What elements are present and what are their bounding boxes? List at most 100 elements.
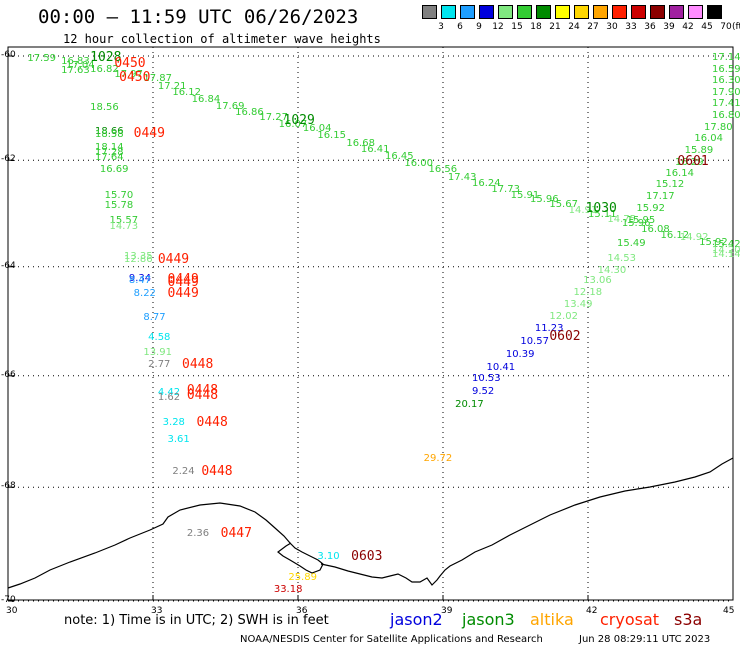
pass-time-label: 0449	[167, 274, 199, 290]
swh-reading: 16.30	[712, 75, 740, 87]
swh-reading: 29.72	[423, 453, 453, 465]
swh-reading: 17.04	[66, 60, 95, 72]
swh-reading: 12.86	[124, 254, 153, 266]
swh-reading: 17.73	[491, 183, 520, 195]
pass-time-label: 0449	[167, 272, 199, 288]
footer-timestamp: Jun 28 08:29:11 UTC 2023	[579, 634, 711, 645]
axis-ticks	[7, 55, 734, 602]
legend-swatch	[631, 5, 646, 19]
swh-reading: 4.58	[148, 332, 171, 344]
swh-reading: 16.86	[235, 107, 264, 118]
swh-reading: 2.24	[172, 466, 195, 478]
swh-reading: 15.91	[510, 189, 540, 201]
legend-swatch	[669, 5, 684, 19]
swh-reading: 14.73	[109, 220, 139, 232]
swh-reading: 18.58	[95, 129, 124, 141]
swh-reading: 9.52	[472, 386, 495, 398]
swh-reading: 17.63	[61, 65, 90, 77]
satellite-s3a: s3a	[674, 610, 703, 629]
swh-reading: 10.39	[505, 348, 535, 360]
footer-credit: NOAA/NESDIS Center for Satellite Applica…	[240, 634, 543, 645]
swh-reading: 10.57	[520, 335, 549, 347]
swh-reading: 18.14	[95, 141, 124, 153]
swh-reading: 2.36	[186, 528, 210, 540]
swh-reading: 15.96	[621, 217, 651, 229]
swh-reading: 3.28	[162, 416, 185, 428]
pass-time-label: 0603	[351, 549, 383, 565]
pass-time-label: 0449	[167, 286, 199, 302]
swh-reading: 18.56	[90, 101, 119, 113]
pass-time-label: 0448	[196, 414, 228, 430]
swh-reading: 14.92	[679, 232, 709, 244]
swh-reading: 11.23	[534, 323, 564, 335]
lon-label: 30	[6, 606, 18, 616]
pass-time-label: 0449	[133, 125, 165, 141]
swh-reading: 15.78	[104, 200, 134, 212]
legend-swatch	[536, 5, 551, 19]
swh-reading: 16.68	[346, 138, 375, 150]
legend-swatch	[593, 5, 608, 19]
legend-swatch	[460, 5, 475, 19]
pass-time-label: 0448	[201, 464, 233, 480]
swh-reading: 17.90	[712, 87, 740, 99]
legend-level-label: 6	[457, 22, 463, 32]
swh-reading: 33.18	[273, 583, 303, 595]
swh-reading: 15.49	[617, 238, 646, 250]
map-frame	[7, 46, 734, 601]
lat-label: -60	[1, 50, 16, 60]
swh-reading: 16.84	[191, 93, 221, 105]
legend-swatch	[479, 5, 494, 19]
satellite-jason2: jason2	[390, 610, 443, 629]
swh-reading: 16.69	[99, 164, 129, 176]
pass-time-label: 1029	[283, 112, 315, 128]
legend-swatch	[612, 5, 627, 19]
swh-reading: 15.70	[104, 190, 134, 202]
swh-reading: 16.29	[675, 156, 704, 168]
swh-reading: 3.10	[317, 551, 340, 563]
legend-level-label: 30	[606, 22, 618, 32]
swh-reading: 14.91	[568, 204, 598, 216]
swh-reading: 16.56	[428, 164, 458, 176]
swh-reading: 13.06	[583, 275, 612, 287]
map-title: 00:00 – 11:59 UTC 06/26/2023	[38, 6, 359, 28]
swh-reading: 17.59	[27, 52, 56, 64]
legend-swatch	[574, 5, 589, 19]
legend-level-label: 70	[720, 22, 732, 32]
legend-level-label: 39	[663, 22, 675, 32]
pass-time-label: 1030	[585, 201, 617, 217]
swh-reading: 15.67	[549, 199, 578, 211]
swh-reading: 17.27	[259, 112, 288, 124]
legend-level-label: 24	[568, 22, 580, 32]
swh-reading: 20.17	[455, 398, 484, 410]
swh-reading: 10.41	[486, 361, 516, 373]
satellite-cryosat: cryosat	[600, 610, 660, 629]
swh-reading: 16.07	[278, 119, 308, 131]
swh-reading: 17.17	[646, 191, 675, 203]
lat-label: -66	[1, 369, 16, 380]
swh-reading: 13.49	[563, 298, 593, 310]
lat-label: -64	[1, 260, 16, 271]
legend-level-label: 27	[587, 22, 599, 32]
swh-reading: 13.91	[143, 346, 172, 358]
lon-label: 33	[151, 606, 163, 616]
swh-reading: 15.57	[109, 214, 139, 226]
legend-swatch	[441, 5, 456, 19]
swh-reading: 14.30	[597, 264, 627, 276]
swh-reading: 8.77	[143, 312, 166, 324]
satellite-altika: altika	[530, 610, 574, 629]
legend-level-label: 33	[625, 22, 637, 32]
swh-reading: 4.42	[157, 387, 181, 399]
swh-reading: 17.80	[704, 121, 733, 133]
map-subtitle: 12 hour collection of altimeter wave hei…	[63, 32, 381, 46]
legend-swatch	[707, 5, 722, 19]
lat-label: -68	[1, 481, 16, 492]
swh-reading: 15.92	[636, 203, 665, 215]
swh-reading: 17.64	[95, 152, 124, 164]
lat-label: -62	[1, 154, 16, 165]
satellite-jason3: jason3	[462, 610, 515, 629]
pass-time-label: 1028	[90, 50, 122, 66]
swh-reading: 16.04	[694, 133, 723, 145]
swh-reading: 16.41	[360, 144, 390, 156]
swh-reading: 16.45	[385, 150, 414, 162]
